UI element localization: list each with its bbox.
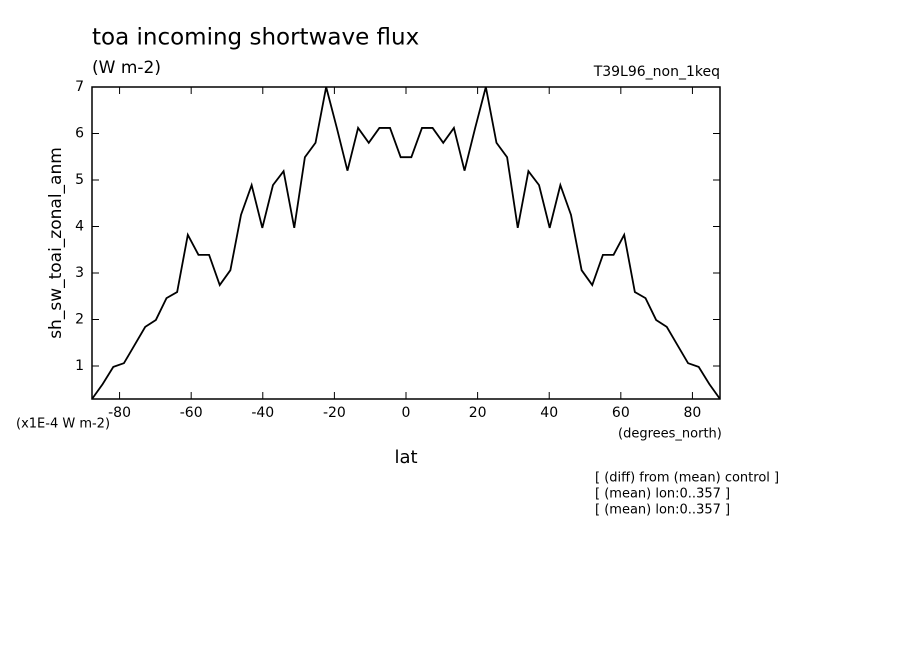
chart-title: toa incoming shortwave flux	[92, 25, 419, 51]
note: [ (mean) lon:0..357 ]	[595, 487, 730, 502]
y-tick-label: 4	[75, 218, 84, 234]
x-tick-label: -20	[323, 405, 346, 421]
run-label: T39L96_non_1keq	[593, 64, 720, 80]
note: [ (mean) lon:0..357 ]	[595, 503, 730, 518]
y-units: (x1E-4 W m-2)	[16, 417, 110, 432]
y-tick-label: 7	[75, 79, 84, 95]
y-axis-label: sh_sw_toai_zonal_anm	[46, 147, 66, 339]
chart-subtitle: (W m-2)	[92, 58, 161, 78]
x-tick-label: -40	[251, 405, 274, 421]
x-axis-label: lat	[394, 447, 417, 468]
x-tick-label: 80	[684, 405, 702, 421]
data-line	[91, 86, 721, 400]
x-tick-label: -80	[108, 405, 131, 421]
y-tick-label: 1	[75, 358, 84, 374]
note: [ (diff) from (mean) control ]	[595, 471, 779, 486]
x-tick-label: 40	[540, 405, 558, 421]
y-tick-label: 5	[75, 172, 84, 188]
y-tick-label: 6	[75, 125, 84, 141]
x-tick-label: -60	[180, 405, 203, 421]
y-tick-label: 2	[75, 311, 84, 327]
x-tick-label: 0	[402, 405, 411, 421]
y-tick-label: 3	[75, 265, 84, 281]
x-tick-label: 60	[612, 405, 630, 421]
x-units: (degrees_north)	[618, 427, 722, 442]
x-tick-label: 20	[469, 405, 487, 421]
